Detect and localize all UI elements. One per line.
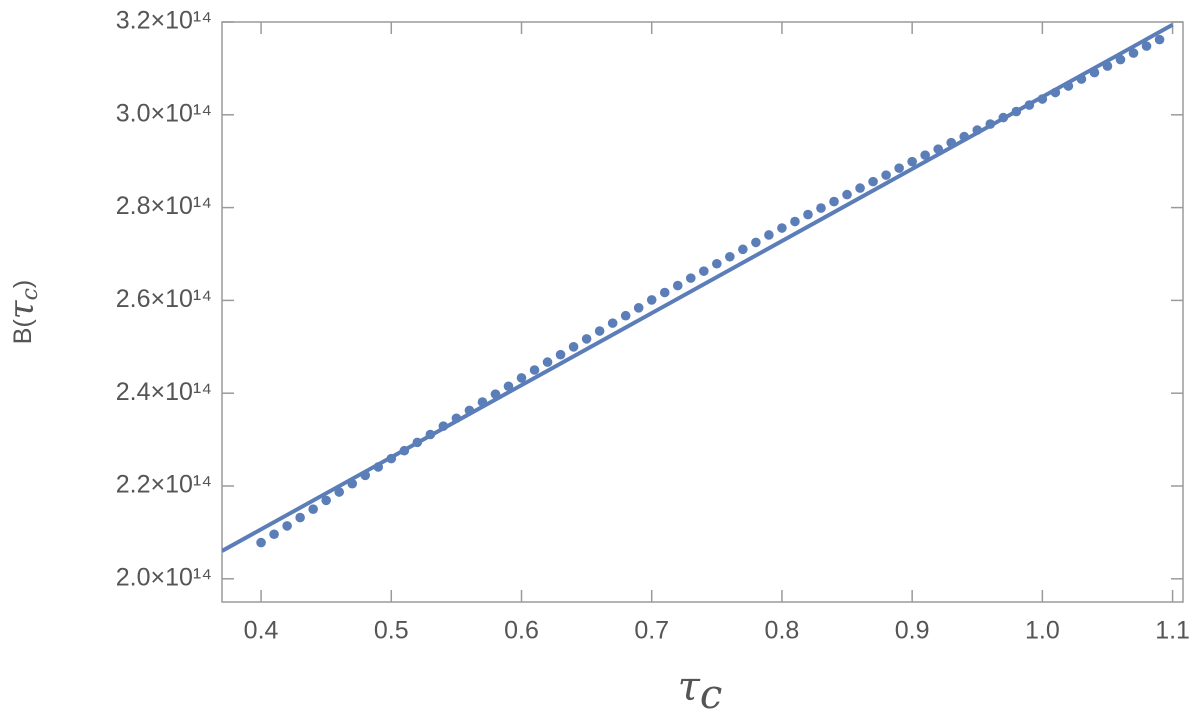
data-point [1037, 94, 1048, 104]
data-point [581, 334, 592, 344]
data-point [907, 156, 917, 167]
y-tick-label: 2.0×10¹⁴ [116, 563, 212, 591]
y-tick-label: 3.0×10¹⁴ [116, 99, 212, 127]
data-point [542, 357, 553, 367]
y-tick-label: 2.4×10¹⁴ [116, 378, 212, 406]
data-point [959, 131, 970, 142]
data-point [1063, 81, 1074, 91]
data-point [725, 251, 735, 262]
data-point [972, 125, 983, 135]
data-point [516, 373, 527, 383]
data-point [1024, 100, 1035, 110]
data-point [672, 280, 683, 291]
data-point [1050, 87, 1061, 98]
data-point [738, 244, 748, 255]
data-point [868, 176, 878, 187]
data-point [685, 273, 696, 283]
data-point [1089, 67, 1100, 78]
data-point [568, 342, 579, 352]
y-tick-label: 3.2×10¹⁴ [116, 7, 212, 35]
data-point [477, 397, 488, 407]
data-point [659, 287, 670, 298]
data-point [1076, 74, 1087, 84]
x-axis-label: τc [678, 664, 723, 718]
plot-frame [221, 21, 1184, 603]
data-point [503, 381, 514, 392]
data-point [1141, 41, 1152, 51]
y-tick-label: 2.2×10¹⁴ [116, 471, 212, 499]
x-tick-label: 0.9 [895, 617, 930, 645]
data-point [555, 349, 566, 360]
data-point [881, 170, 891, 180]
data-point [633, 303, 644, 313]
data-point [295, 512, 305, 523]
data-point [360, 470, 371, 481]
y-tick-label: 2.8×10¹⁴ [116, 192, 212, 220]
data-point [985, 119, 996, 129]
data-point [855, 183, 865, 193]
data-point [764, 230, 774, 240]
y-tick-label: 2.6×10¹⁴ [116, 285, 212, 313]
data-point [1128, 48, 1139, 58]
x-tick-label: 1.1 [1155, 617, 1190, 645]
data-point [490, 389, 501, 399]
data-point [425, 429, 436, 440]
data-point [347, 478, 358, 489]
data-point [451, 413, 462, 424]
data-point [438, 421, 449, 431]
data-point [816, 203, 826, 213]
x-tick-label: 0.5 [374, 617, 409, 645]
data-point [308, 504, 318, 514]
data-point [256, 537, 266, 548]
data-point [920, 150, 930, 160]
x-tick-label: 0.7 [634, 617, 669, 645]
data-point [1154, 34, 1165, 45]
data-point [946, 137, 957, 148]
data-point [829, 196, 839, 207]
data-point [842, 189, 852, 200]
data-point [751, 237, 761, 248]
data-point [712, 258, 722, 269]
data-point [790, 216, 800, 227]
data-point [529, 365, 540, 375]
data-point [1011, 106, 1022, 117]
data-point [269, 529, 279, 540]
data-point [699, 266, 709, 276]
data-point [399, 445, 410, 456]
data-point [386, 453, 397, 464]
data-point [933, 144, 943, 154]
data-point [646, 295, 657, 305]
data-point [334, 487, 344, 497]
data-point [464, 405, 475, 416]
x-tick-label: 0.4 [244, 617, 279, 645]
y-axis-label: B(τc) [2, 280, 43, 344]
data-point [373, 462, 384, 472]
data-point [594, 326, 605, 336]
data-point [1115, 54, 1126, 65]
data-point [894, 163, 904, 173]
data-point [998, 112, 1009, 123]
data-point [1102, 61, 1113, 71]
data-point [777, 223, 787, 233]
data-point [607, 318, 618, 328]
x-tick-label: 1.0 [1025, 617, 1060, 645]
data-point [321, 495, 331, 506]
data-point [620, 310, 631, 321]
data-point [282, 521, 292, 531]
x-tick-label: 0.6 [504, 617, 539, 645]
data-point [412, 437, 423, 448]
data-point [803, 209, 813, 220]
x-tick-label: 0.8 [765, 617, 800, 645]
